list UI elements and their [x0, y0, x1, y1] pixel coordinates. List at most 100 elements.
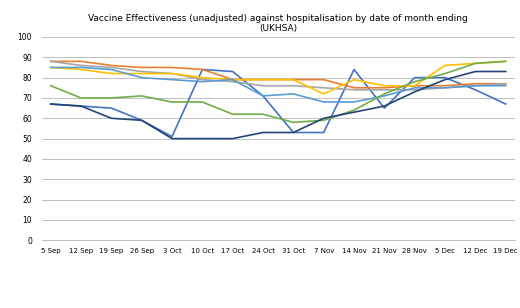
30-39 — [502, 82, 509, 86]
60-69 — [169, 78, 175, 82]
40-49 — [138, 70, 145, 73]
18-29 — [442, 76, 448, 79]
70-79 — [320, 119, 327, 122]
18-29 — [199, 68, 205, 71]
70-79 — [381, 92, 387, 96]
50-59 — [260, 78, 266, 82]
18-29 — [411, 76, 418, 79]
80+ — [48, 102, 54, 106]
50-59 — [108, 72, 114, 75]
50-59 — [320, 92, 327, 96]
40-49 — [229, 80, 236, 83]
60-69 — [472, 84, 478, 87]
30-39 — [472, 82, 478, 86]
50-59 — [199, 76, 205, 79]
30-39 — [290, 78, 296, 82]
40-49 — [108, 66, 114, 69]
30-39 — [48, 59, 54, 63]
50-59 — [411, 84, 418, 87]
40-49 — [502, 82, 509, 86]
80+ — [502, 70, 509, 73]
30-39 — [411, 84, 418, 87]
70-79 — [199, 100, 205, 104]
60-69 — [290, 92, 296, 96]
50-59 — [381, 84, 387, 87]
50-59 — [502, 59, 509, 63]
50-59 — [138, 72, 145, 75]
30-39 — [381, 86, 387, 90]
50-59 — [351, 78, 357, 82]
18-29 — [108, 106, 114, 110]
18-29 — [472, 88, 478, 92]
50-59 — [78, 68, 84, 71]
40-49 — [442, 86, 448, 90]
50-59 — [169, 72, 175, 75]
50-59 — [229, 78, 236, 82]
18-29 — [138, 119, 145, 122]
50-59 — [472, 62, 478, 65]
40-49 — [411, 88, 418, 92]
30-39 — [320, 78, 327, 82]
80+ — [411, 90, 418, 94]
80+ — [381, 104, 387, 108]
70-79 — [138, 94, 145, 98]
80+ — [472, 70, 478, 73]
40-49 — [78, 63, 84, 67]
80+ — [169, 137, 175, 140]
40-49 — [472, 84, 478, 87]
40-49 — [48, 59, 54, 63]
40-49 — [320, 86, 327, 90]
40-49 — [260, 84, 266, 87]
18-29 — [290, 131, 296, 134]
50-59 — [442, 63, 448, 67]
Line: 70-79: 70-79 — [51, 61, 505, 122]
40-49 — [381, 88, 387, 92]
Line: 80+: 80+ — [51, 71, 505, 139]
40-49 — [351, 88, 357, 92]
60-69 — [108, 68, 114, 71]
18-29 — [502, 102, 509, 106]
80+ — [138, 119, 145, 122]
30-39 — [78, 59, 84, 63]
80+ — [229, 137, 236, 140]
70-79 — [502, 59, 509, 63]
30-39 — [229, 78, 236, 82]
70-79 — [48, 84, 54, 87]
70-79 — [290, 120, 296, 124]
60-69 — [260, 94, 266, 98]
70-79 — [78, 96, 84, 100]
80+ — [108, 116, 114, 120]
18-29 — [78, 104, 84, 108]
70-79 — [108, 96, 114, 100]
30-39 — [260, 78, 266, 82]
60-69 — [48, 66, 54, 69]
30-39 — [199, 68, 205, 71]
18-29 — [381, 106, 387, 110]
30-39 — [108, 63, 114, 67]
60-69 — [381, 94, 387, 98]
60-69 — [78, 66, 84, 69]
18-29 — [229, 70, 236, 73]
60-69 — [229, 78, 236, 82]
Line: 18-29: 18-29 — [51, 70, 505, 136]
Line: 50-59: 50-59 — [51, 61, 505, 94]
60-69 — [411, 86, 418, 90]
30-39 — [351, 86, 357, 90]
80+ — [351, 110, 357, 114]
70-79 — [472, 62, 478, 65]
70-79 — [169, 100, 175, 104]
18-29 — [260, 94, 266, 98]
60-69 — [320, 100, 327, 104]
60-69 — [199, 80, 205, 83]
30-39 — [442, 84, 448, 87]
40-49 — [290, 84, 296, 87]
30-39 — [169, 66, 175, 69]
18-29 — [48, 102, 54, 106]
70-79 — [260, 112, 266, 116]
70-79 — [411, 80, 418, 83]
Line: 40-49: 40-49 — [51, 61, 505, 90]
Title: Vaccine Effectiveness (unadjusted) against hospitalisation by date of month endi: Vaccine Effectiveness (unadjusted) again… — [88, 14, 468, 33]
60-69 — [502, 84, 509, 87]
80+ — [199, 137, 205, 140]
50-59 — [290, 78, 296, 82]
